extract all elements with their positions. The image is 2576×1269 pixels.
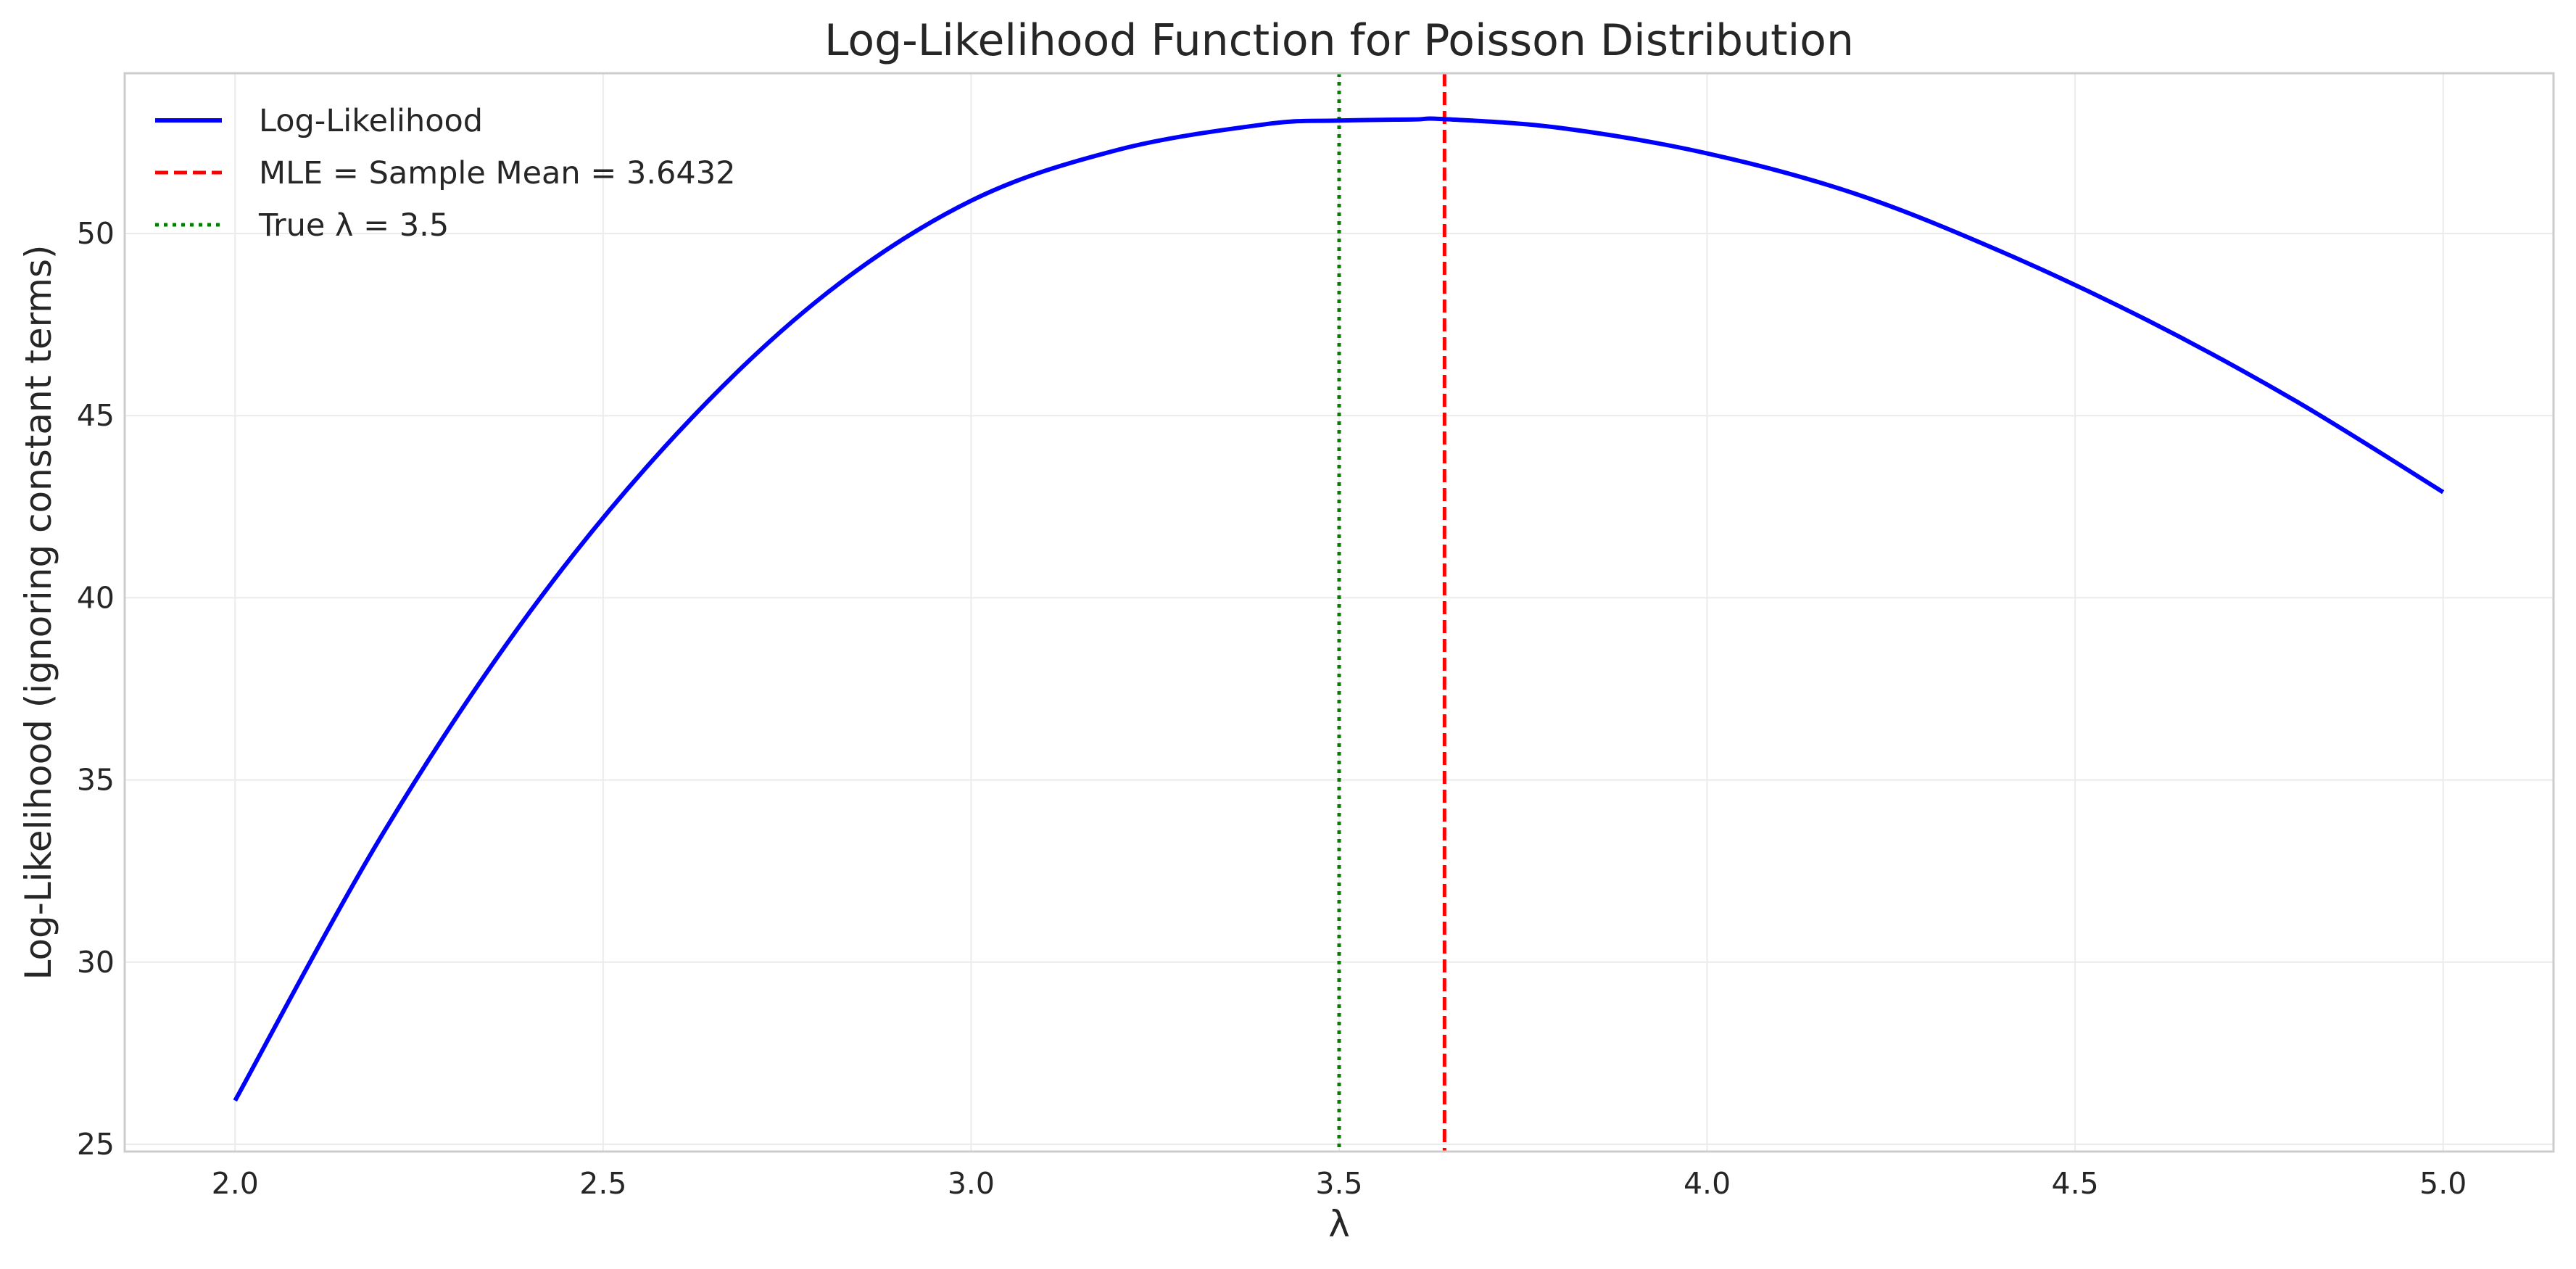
x-tick-label: 3.0	[948, 1166, 995, 1201]
y-tick-label: 50	[77, 216, 115, 251]
y-tick-label: 40	[77, 580, 115, 615]
x-axis-label: λ	[1328, 1203, 1350, 1245]
legend-label: True λ = 3.5	[258, 207, 449, 244]
y-tick-label: 35	[77, 763, 115, 798]
legend-entry-true-lambda: True λ = 3.5	[155, 207, 449, 244]
x-tick-label: 2.0	[212, 1166, 259, 1201]
legend-label: Log-Likelihood	[259, 103, 483, 139]
axes-frame	[123, 72, 2555, 1153]
log-likelihood-line	[233, 116, 2445, 1102]
chart-title: Log-Likelihood Function for Poisson Dist…	[824, 15, 1854, 66]
legend: Log-Likelihood MLE = Sample Mean = 3.6432…	[155, 103, 735, 244]
legend-entry-mle: MLE = Sample Mean = 3.6432	[155, 155, 735, 191]
tick-labels: 2.0 2.5 3.0 3.5 4.0 4.5 5.0 25 30 35 40 45 50	[77, 216, 2467, 1201]
y-tick-label: 45	[77, 398, 115, 433]
legend-entry-log-likelihood: Log-Likelihood	[155, 103, 483, 139]
y-tick-label: 30	[77, 945, 115, 980]
legend-label: MLE = Sample Mean = 3.6432	[259, 155, 735, 191]
x-tick-label: 2.5	[579, 1166, 626, 1201]
plot-area	[233, 73, 2445, 1152]
x-tick-label: 4.0	[1683, 1166, 1731, 1201]
y-axis-label: Log-Likelihood (ignoring constant terms)	[17, 244, 59, 980]
x-tick-label: 3.5	[1315, 1166, 1362, 1201]
y-tick-label: 25	[77, 1127, 115, 1162]
x-tick-label: 4.5	[2052, 1166, 2099, 1201]
x-tick-label: 5.0	[2419, 1166, 2467, 1201]
